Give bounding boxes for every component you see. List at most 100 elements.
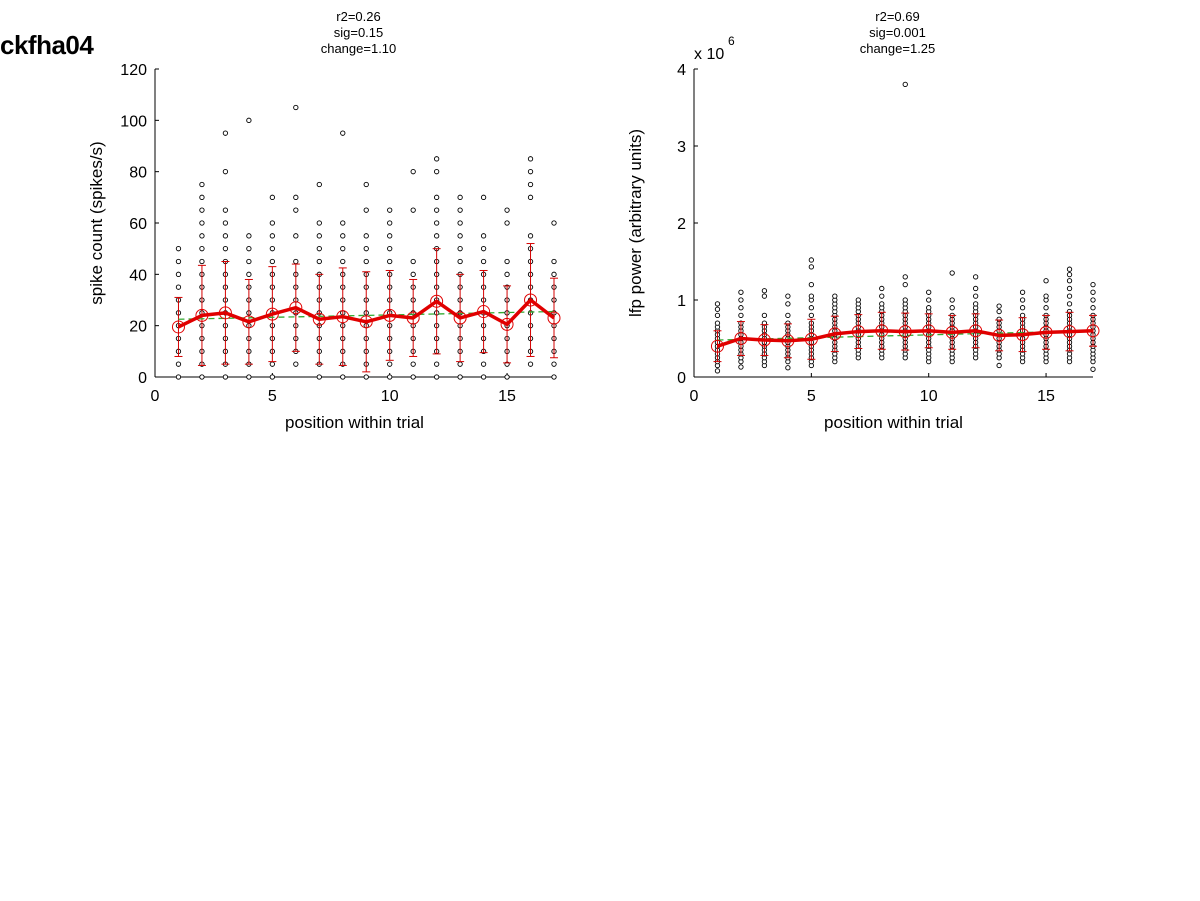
data-point (808, 264, 815, 270)
mean-marker (524, 293, 538, 307)
data-point (410, 361, 416, 367)
mean-marker (875, 324, 889, 338)
data-point (1043, 293, 1049, 299)
data-point (222, 207, 229, 213)
data-point (949, 297, 955, 303)
data-point (433, 233, 440, 239)
data-point (504, 207, 510, 213)
y-tick-label: 20 (129, 319, 147, 336)
figure-title: ckfha04 (0, 30, 94, 60)
data-point (996, 308, 1002, 315)
data-point (387, 207, 393, 213)
mean-marker (265, 307, 279, 321)
y-tick-label: 40 (129, 267, 147, 284)
mean-marker (430, 294, 444, 308)
data-point (457, 374, 463, 380)
data-point (1090, 289, 1096, 295)
data-point (808, 305, 815, 311)
data-point (879, 301, 885, 307)
mean-marker (734, 332, 748, 345)
data-point (808, 293, 815, 299)
data-point (480, 246, 487, 252)
x-tick-label: 15 (1037, 388, 1055, 405)
data-point (902, 281, 908, 288)
y-tick-label: 1 (677, 293, 686, 310)
data-point (879, 293, 885, 299)
data-point (504, 258, 510, 265)
data-point (1066, 266, 1073, 272)
data-point (1090, 305, 1096, 311)
x-tick-label: 10 (381, 388, 399, 405)
data-point (246, 246, 252, 252)
data-point (433, 194, 440, 200)
data-point (410, 374, 416, 380)
data-point (387, 233, 393, 239)
data-point (316, 374, 322, 380)
x-axis-label: position within trial (824, 413, 963, 432)
data-point (1066, 271, 1073, 278)
mean-marker (851, 325, 865, 339)
data-point (363, 181, 369, 188)
data-point (527, 181, 534, 188)
data-point (175, 271, 182, 277)
data-point (316, 246, 322, 252)
data-point (246, 258, 252, 265)
y-exponent-superscript: 6 (728, 34, 735, 48)
mean-marker (828, 327, 842, 341)
mean-marker (804, 332, 818, 346)
data-point (1019, 312, 1026, 319)
mean-marker (781, 334, 795, 348)
data-point (175, 246, 182, 252)
data-point (199, 220, 205, 226)
data-point (714, 306, 721, 312)
data-point (433, 361, 440, 367)
mean-marker (547, 311, 561, 325)
y-axis-label: lfp power (arbitrary units) (626, 129, 645, 317)
panel-title-line: change=1.25 (860, 41, 936, 56)
panel-title-line: sig=0.001 (869, 25, 926, 40)
data-point (175, 284, 182, 290)
y-tick-label: 2 (677, 216, 686, 233)
data-point (410, 258, 416, 265)
data-point (949, 270, 955, 276)
data-point (996, 362, 1002, 369)
data-point (363, 207, 369, 213)
data-point (1090, 297, 1096, 303)
data-point (761, 288, 768, 294)
data-point (222, 233, 229, 239)
data-point (457, 361, 463, 367)
data-point (457, 220, 463, 226)
data-point (714, 301, 721, 307)
data-point (527, 156, 534, 162)
data-point (340, 246, 346, 252)
data-point (269, 374, 276, 380)
y-tick-label: 0 (677, 370, 686, 387)
data-point (340, 220, 346, 226)
data-point (340, 258, 346, 265)
mean-marker (359, 315, 373, 329)
data-point (738, 305, 744, 311)
panel-title-line: r2=0.26 (336, 9, 380, 24)
mean-marker (312, 312, 326, 326)
data-point (527, 233, 534, 239)
data-point (926, 289, 932, 295)
data-point (785, 293, 791, 299)
data-point (551, 374, 557, 380)
data-point (1066, 278, 1073, 284)
mean-marker (242, 315, 256, 329)
x-tick-label: 10 (920, 388, 938, 405)
data-point (855, 297, 861, 303)
data-point (808, 257, 815, 263)
x-tick-label: 0 (690, 388, 699, 405)
mean-marker (218, 306, 232, 320)
mean-marker (195, 308, 209, 322)
data-point (269, 361, 276, 367)
y-tick-label: 80 (129, 165, 147, 182)
data-point (1043, 278, 1049, 284)
data-point (738, 364, 744, 370)
x-tick-label: 0 (151, 388, 160, 405)
x-tick-label: 5 (807, 388, 816, 405)
data-point (269, 233, 276, 239)
data-point (433, 374, 440, 380)
